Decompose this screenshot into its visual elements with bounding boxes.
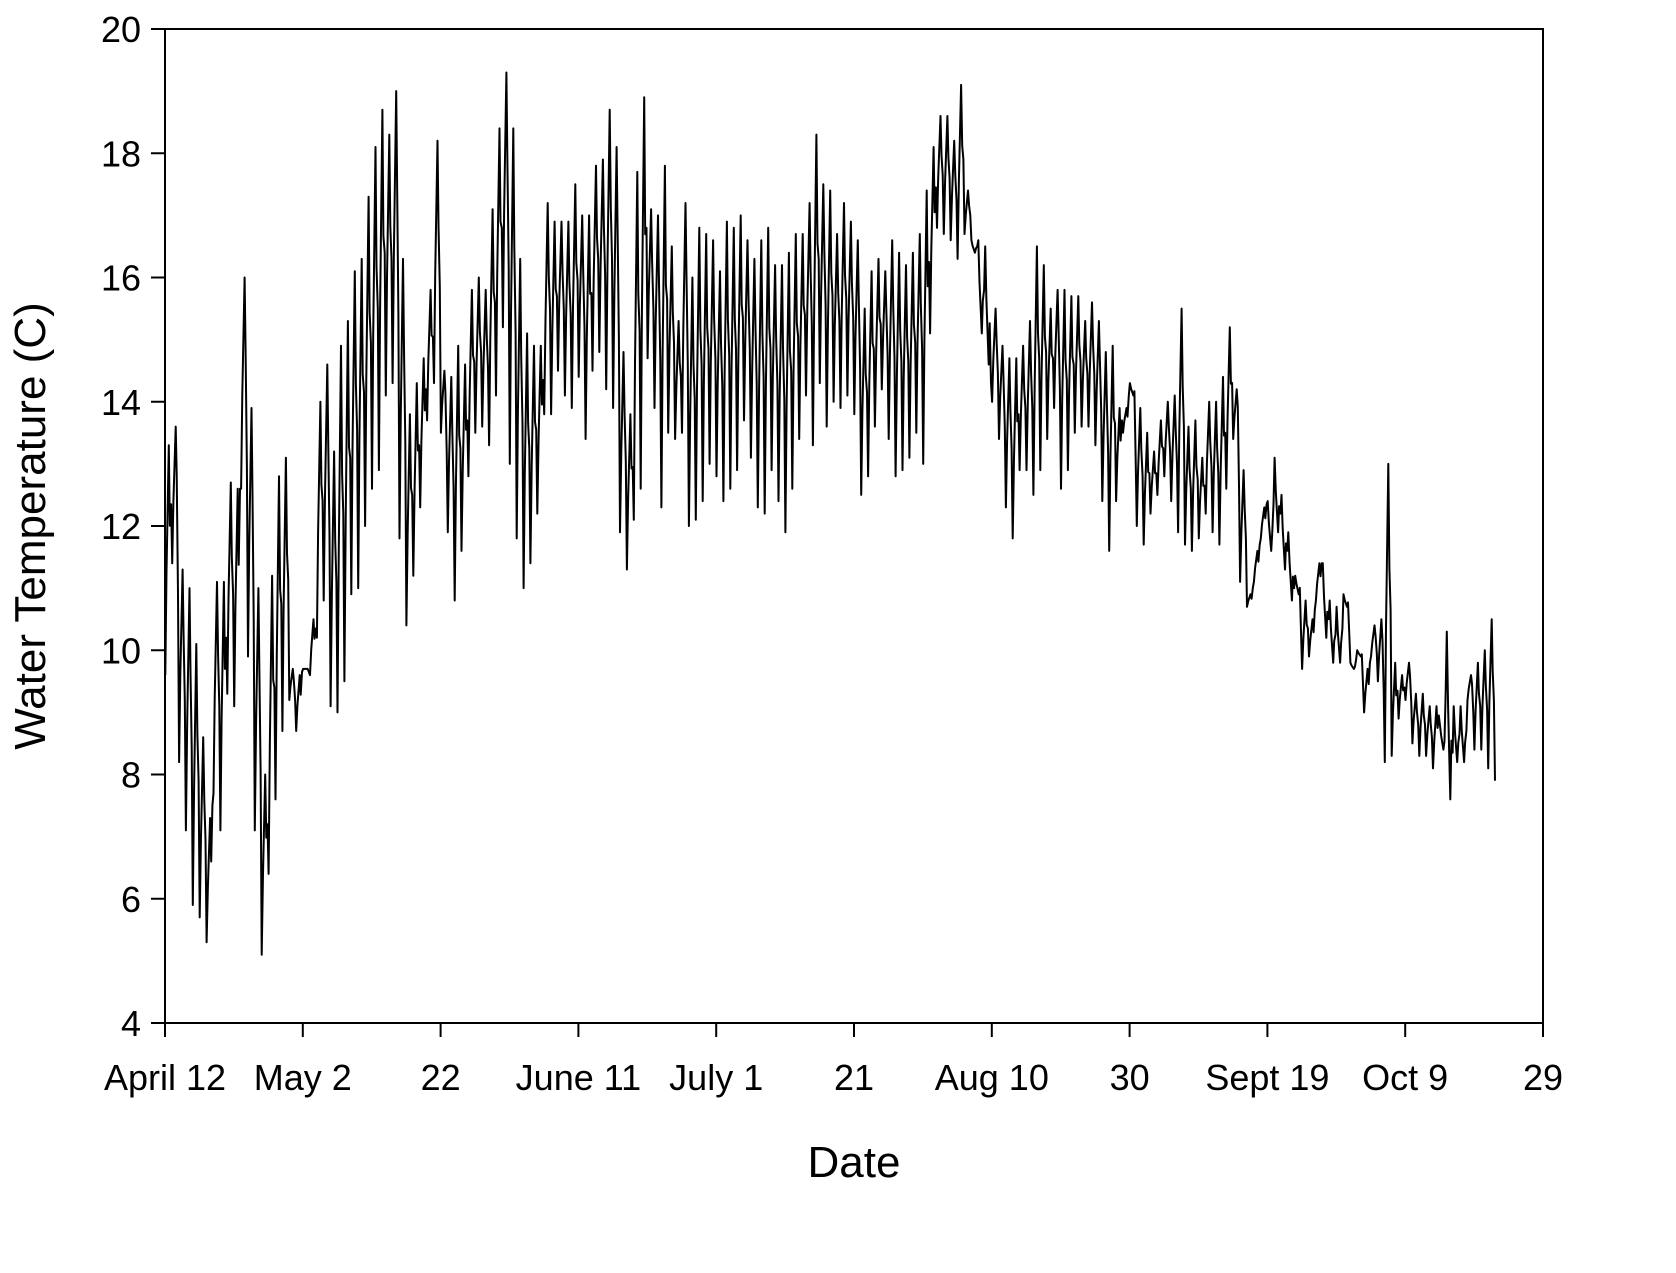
y-tick-label: 4 [121,1003,141,1044]
y-tick-label: 8 [121,755,141,796]
x-tick-label: May 2 [254,1057,352,1098]
x-tick-label: Sept 19 [1205,1057,1329,1098]
x-tick-label: April 12 [104,1057,226,1098]
y-tick-label: 18 [101,133,141,174]
y-axis-title: Water Temperature (C) [6,302,55,749]
y-tick-label: 10 [101,630,141,671]
y-tick-label: 12 [101,506,141,547]
x-tick-label: July 1 [669,1057,763,1098]
y-tick-label: 20 [101,9,141,50]
plot-frame [164,28,1544,1024]
series-line-water-temperature [164,71,1496,956]
x-axis: April 12 May 2 22 June 11 July 1 21 Aug 10 30 Se… [104,1023,1563,1098]
x-tick-label: Aug 10 [935,1057,1049,1098]
x-axis-title: Date [808,1138,901,1187]
x-tick-label: June 11 [516,1057,641,1098]
y-axis: 4 6 8 10 12 14 16 18 20 [101,9,165,1044]
y-tick-label: 16 [101,258,141,299]
x-tick-label: Oct 9 [1362,1057,1448,1098]
y-tick-label: 6 [121,879,141,920]
y-tick-label: 14 [101,382,141,423]
x-tick-label: 30 [1110,1057,1150,1098]
x-tick-label: 29 [1523,1057,1563,1098]
x-tick-label: 22 [421,1057,461,1098]
x-tick-label: 21 [834,1057,874,1098]
